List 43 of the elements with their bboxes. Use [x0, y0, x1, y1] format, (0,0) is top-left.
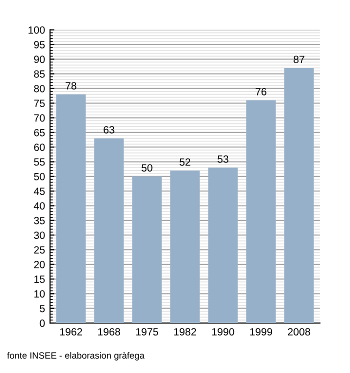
bar: [170, 170, 200, 324]
y-tick-label: 75: [34, 100, 45, 108]
y-tick-label: 15: [34, 276, 45, 283]
data-label: 63: [104, 126, 114, 134]
bar: [246, 100, 276, 324]
y-tick-label: 60: [34, 144, 45, 151]
y-tick-label: 85: [34, 70, 45, 78]
x-tick-label: 2008: [288, 328, 310, 336]
y-tick-label: 5: [40, 304, 45, 312]
x-tick-label: 1990: [212, 328, 234, 336]
y-tick-label: 10: [34, 290, 45, 298]
x-tick-label: 1968: [98, 328, 120, 336]
data-label: 50: [142, 164, 152, 172]
x-tick-label: 1982: [174, 328, 196, 336]
data-label: 76: [256, 88, 266, 96]
y-tick-label: 65: [34, 128, 45, 136]
x-tick-label: 1962: [60, 328, 82, 336]
y-tick-label: 50: [34, 172, 45, 180]
y-tick-label: 20: [34, 260, 45, 268]
bar: [284, 68, 314, 324]
y-tick-label: 40: [34, 202, 45, 210]
y-tick-label: 0: [40, 320, 45, 327]
data-label: 78: [66, 82, 76, 90]
y-tick-label: 45: [34, 188, 45, 195]
y-tick-label: 90: [34, 56, 45, 64]
y-tick-label: 30: [34, 232, 45, 239]
x-tick-label: 1999: [250, 328, 272, 336]
bar: [132, 176, 162, 324]
y-tick-label: 70: [34, 114, 45, 122]
bar: [94, 138, 124, 324]
y-tick-label: 25: [34, 246, 45, 254]
y-tick-label: 95: [34, 41, 45, 48]
y-tick-label: 100: [28, 26, 45, 34]
bar: [208, 168, 238, 324]
data-label: 87: [294, 56, 304, 64]
y-tick-label: 80: [34, 84, 45, 92]
data-label: 52: [180, 158, 190, 166]
x-tick-label: 1975: [136, 328, 158, 336]
y-tick-label: 55: [34, 158, 45, 166]
y-tick-label: 35: [34, 216, 45, 224]
bar: [56, 94, 86, 324]
source-note: fonte INSEE - elaborasion gràfega: [7, 352, 145, 360]
data-label: 53: [218, 155, 228, 163]
